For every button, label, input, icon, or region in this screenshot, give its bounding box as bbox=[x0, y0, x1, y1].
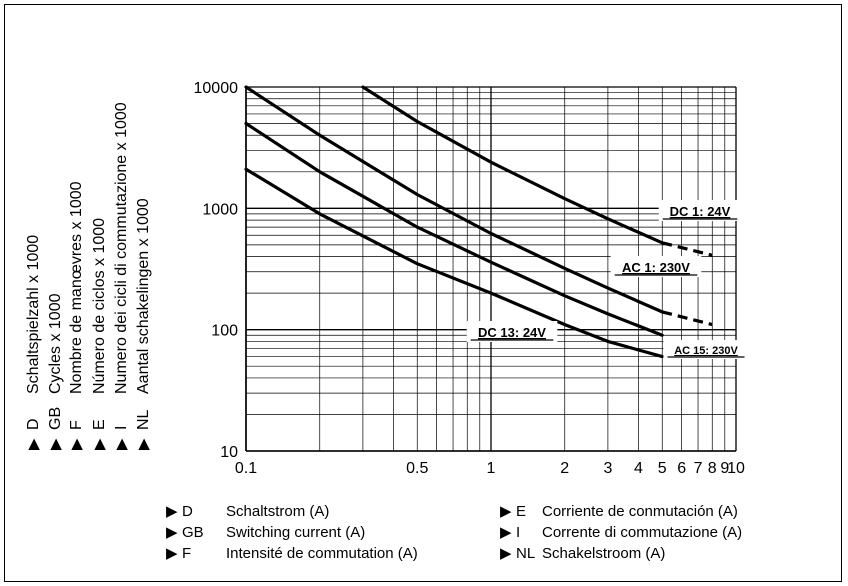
triangle-icon: ▶ bbox=[68, 438, 85, 450]
y-legend-row-nl: ▶ NL Aantal schakelingen x 1000 bbox=[135, 198, 152, 450]
triangle-icon: ▶ bbox=[25, 438, 42, 450]
x-tick-label: 8 bbox=[708, 460, 717, 477]
series-annotation-2: DC 13: 24V bbox=[478, 325, 546, 340]
x-tick-label: 5 bbox=[658, 460, 667, 477]
x-legend-row-e: ▶ E Corriente de conmutación (A) bbox=[500, 503, 738, 521]
triangle-right-icon: ▶ bbox=[166, 524, 178, 541]
x-legend-text: Schakelstroom (A) bbox=[542, 545, 666, 562]
series-annotation-1: AC 1: 230V bbox=[622, 260, 690, 275]
y-legend-row-e: ▶ E Número de ciclos x 1000 bbox=[91, 218, 108, 450]
lang-code: E bbox=[91, 419, 108, 430]
y-legend-text: Número de ciclos x 1000 bbox=[91, 218, 108, 394]
y-legend-text: Schaltspielzahl x 1000 bbox=[25, 235, 42, 394]
lang-code: D bbox=[25, 418, 42, 430]
x-legend-text: Intensité de commutation (A) bbox=[226, 545, 418, 562]
x-tick-label: 9 bbox=[720, 460, 729, 477]
lang-code: GB bbox=[47, 407, 64, 430]
series-extension-dashed-0 bbox=[661, 241, 713, 257]
x-tick-label: 10 bbox=[727, 460, 745, 477]
triangle-right-icon: ▶ bbox=[166, 545, 178, 562]
lang-code: F bbox=[68, 420, 85, 430]
y-tick-label: 1000 bbox=[202, 201, 238, 218]
chart-frame bbox=[4, 4, 842, 582]
series-layer bbox=[244, 85, 713, 359]
x-legend-row-nl: ▶ NL Schakelstroom (A) bbox=[500, 545, 665, 563]
annotation-bg bbox=[466, 321, 558, 342]
lang-code: F bbox=[182, 545, 192, 562]
annotation-bg bbox=[663, 340, 749, 359]
x-tick-label: 6 bbox=[677, 460, 686, 477]
x-tick-label: 1 bbox=[487, 460, 496, 477]
y-tick-label: 10 bbox=[220, 444, 238, 461]
series-extension-dashed-1 bbox=[661, 310, 713, 327]
x-tick-label: 0.5 bbox=[406, 460, 428, 477]
y-legend-text: Aantal schakelingen x 1000 bbox=[135, 198, 152, 394]
triangle-icon: ▶ bbox=[47, 438, 64, 450]
x-tick-label: 2 bbox=[560, 460, 569, 477]
y-axis-legend: ▶ D Schaltspielzahl x 1000 ▶ GB Cycles x 1000… bbox=[25, 102, 152, 450]
triangle-icon: ▶ bbox=[135, 438, 152, 450]
series-line-3 bbox=[244, 167, 664, 359]
triangle-icon: ▶ bbox=[113, 438, 130, 450]
lang-code: NL bbox=[516, 545, 536, 562]
annotation-bg bbox=[658, 200, 742, 221]
series-annotation-3: AC 15: 230V bbox=[674, 345, 738, 357]
x-legend-row-gb: ▶ GB Switching current (A) bbox=[166, 524, 365, 542]
y-legend-row-gb: ▶ GB Cycles x 1000 bbox=[47, 293, 64, 450]
lang-code: D bbox=[182, 503, 193, 520]
y-legend-row-f: ▶ F Nombre de manœvres x 1000 bbox=[68, 181, 85, 450]
triangle-icon: ▶ bbox=[91, 438, 108, 450]
x-legend-row-i: ▶ I Corrente di commutazione (A) bbox=[500, 524, 742, 542]
series-annotation-0: DC 1: 24V bbox=[670, 204, 731, 219]
lang-code: I bbox=[113, 426, 130, 430]
y-legend-row-d: ▶ D Schaltspielzahl x 1000 bbox=[25, 235, 42, 450]
series-line-2 bbox=[244, 121, 664, 337]
series-line-1 bbox=[244, 85, 664, 314]
lang-code: GB bbox=[182, 524, 204, 541]
x-tick-labels: 0.1 0.5 1 2 3 4 5 6 7 8 910 bbox=[235, 460, 745, 477]
x-tick-label: 4 bbox=[634, 460, 643, 477]
triangle-right-icon: ▶ bbox=[500, 545, 512, 562]
x-legend-text: Corriente de conmutación (A) bbox=[542, 503, 738, 520]
lang-code: NL bbox=[135, 409, 152, 430]
x-legend-text: Switching current (A) bbox=[226, 524, 366, 541]
x-legend-text: Schaltstrom (A) bbox=[226, 503, 330, 520]
x-legend-text: Corrente di commutazione (A) bbox=[542, 524, 743, 541]
x-tick-label: 3 bbox=[603, 460, 612, 477]
x-tick-label: 7 bbox=[694, 460, 703, 477]
lang-code: E bbox=[516, 503, 527, 520]
x-legend-row-f: ▶ F Intensité de commutation (A) bbox=[166, 545, 418, 563]
y-legend-text: Numero dei cicli di commutazione x 1000 bbox=[113, 102, 130, 394]
lang-code: I bbox=[516, 524, 521, 541]
x-legend-row-d: ▶ D Schaltstrom (A) bbox=[166, 503, 329, 521]
triangle-right-icon: ▶ bbox=[500, 524, 512, 541]
x-tick-label: 0.1 bbox=[235, 460, 257, 477]
y-legend-row-i: ▶ I Numero dei cicli di commutazione x 100… bbox=[113, 102, 130, 450]
annotation-layer: DC 1: 24V AC 1: 230V DC 13: 24V AC 15: 230V bbox=[466, 200, 749, 359]
annotation-bg bbox=[610, 256, 702, 277]
y-tick-label: 100 bbox=[211, 323, 238, 340]
y-legend-text: Cycles x 1000 bbox=[47, 293, 64, 394]
y-tick-label: 10000 bbox=[194, 80, 239, 97]
series-line-0 bbox=[361, 85, 664, 245]
y-legend-text: Nombre de manœvres x 1000 bbox=[68, 181, 85, 394]
triangle-right-icon: ▶ bbox=[166, 503, 178, 520]
y-tick-labels: 10 100 1000 10000 bbox=[194, 80, 239, 461]
triangle-right-icon: ▶ bbox=[500, 503, 512, 520]
